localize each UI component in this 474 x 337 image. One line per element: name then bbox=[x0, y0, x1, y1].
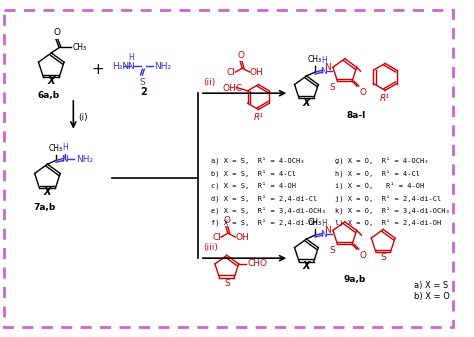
Text: S: S bbox=[380, 253, 386, 263]
Text: X: X bbox=[303, 98, 310, 108]
Text: O: O bbox=[360, 251, 367, 260]
Text: NH₂: NH₂ bbox=[154, 62, 171, 71]
Text: X: X bbox=[44, 187, 51, 197]
Text: b) X = S,  R¹ = 4-Cl: b) X = S, R¹ = 4-Cl bbox=[210, 169, 295, 177]
Text: a) X = S,  R¹ = 4-OCH₃: a) X = S, R¹ = 4-OCH₃ bbox=[210, 157, 304, 164]
Text: 2: 2 bbox=[140, 87, 147, 97]
Text: N: N bbox=[320, 67, 327, 75]
Text: R¹: R¹ bbox=[254, 113, 264, 122]
Text: CH₃: CH₃ bbox=[308, 218, 322, 227]
Text: (iii): (iii) bbox=[203, 243, 218, 252]
Text: N: N bbox=[320, 230, 327, 239]
Text: H: H bbox=[62, 143, 68, 152]
Text: OH: OH bbox=[236, 233, 249, 242]
Text: O: O bbox=[237, 51, 245, 60]
Text: f) X = S,  R¹ = 2,4-di-OH: f) X = S, R¹ = 2,4-di-OH bbox=[210, 219, 317, 226]
Text: O: O bbox=[360, 88, 367, 97]
Text: H₂N: H₂N bbox=[112, 62, 129, 71]
Text: X: X bbox=[303, 261, 310, 271]
Text: i) X = O,   R¹ = 4-OH: i) X = O, R¹ = 4-OH bbox=[335, 182, 424, 189]
Text: j) X = O,  R¹ = 2,4-di-Cl: j) X = O, R¹ = 2,4-di-Cl bbox=[335, 194, 441, 202]
Text: g) X = O,  R¹ = 4-OCH₃: g) X = O, R¹ = 4-OCH₃ bbox=[335, 157, 428, 164]
Text: N: N bbox=[324, 63, 331, 72]
Text: H: H bbox=[321, 219, 327, 228]
Text: R¹: R¹ bbox=[380, 94, 390, 103]
Text: CH₃: CH₃ bbox=[308, 55, 322, 64]
Text: S: S bbox=[224, 279, 230, 288]
Text: (ii): (ii) bbox=[203, 79, 215, 87]
Text: 7a,b: 7a,b bbox=[34, 203, 55, 212]
Text: N: N bbox=[324, 226, 331, 235]
Text: +: + bbox=[91, 62, 104, 77]
Text: a) X = S: a) X = S bbox=[414, 280, 448, 289]
Text: (i): (i) bbox=[78, 113, 88, 122]
Text: O: O bbox=[54, 28, 61, 37]
Text: X: X bbox=[47, 76, 55, 86]
Text: NH₂: NH₂ bbox=[76, 155, 93, 164]
Text: Cl: Cl bbox=[227, 68, 236, 76]
Text: S: S bbox=[139, 78, 145, 87]
Text: 8a-l: 8a-l bbox=[346, 112, 366, 120]
Text: Cl: Cl bbox=[212, 233, 221, 242]
Text: CH₃: CH₃ bbox=[49, 144, 63, 153]
Text: l) X = O,  R¹ = 2,4-di-OH: l) X = O, R¹ = 2,4-di-OH bbox=[335, 219, 441, 226]
Text: k) X = O,  R¹ = 3,4-di-OCH₃: k) X = O, R¹ = 3,4-di-OCH₃ bbox=[335, 207, 450, 214]
Text: H: H bbox=[321, 56, 327, 65]
Text: 6a,b: 6a,b bbox=[37, 91, 59, 100]
Text: OH: OH bbox=[250, 68, 264, 76]
Text: h) X = O,  R¹ = 4-Cl: h) X = O, R¹ = 4-Cl bbox=[335, 169, 420, 177]
Text: N: N bbox=[128, 62, 134, 71]
Text: N: N bbox=[61, 155, 68, 164]
Text: OHC: OHC bbox=[222, 84, 242, 93]
Text: S: S bbox=[330, 246, 336, 255]
Text: S: S bbox=[330, 83, 336, 92]
Text: H: H bbox=[128, 53, 134, 62]
Text: CHO: CHO bbox=[247, 259, 267, 269]
Text: 9a,b: 9a,b bbox=[343, 275, 365, 284]
Text: d) X = S,  R¹ = 2,4-di-Cl: d) X = S, R¹ = 2,4-di-Cl bbox=[210, 194, 317, 202]
Text: CH₃: CH₃ bbox=[73, 43, 86, 52]
Text: b) X = O: b) X = O bbox=[414, 292, 450, 301]
Text: O: O bbox=[223, 216, 230, 225]
Text: e) X = S,  R¹ = 3,4-di-OCH₃: e) X = S, R¹ = 3,4-di-OCH₃ bbox=[210, 207, 325, 214]
Text: c) X = S,  R¹ = 4-OH: c) X = S, R¹ = 4-OH bbox=[210, 182, 295, 189]
